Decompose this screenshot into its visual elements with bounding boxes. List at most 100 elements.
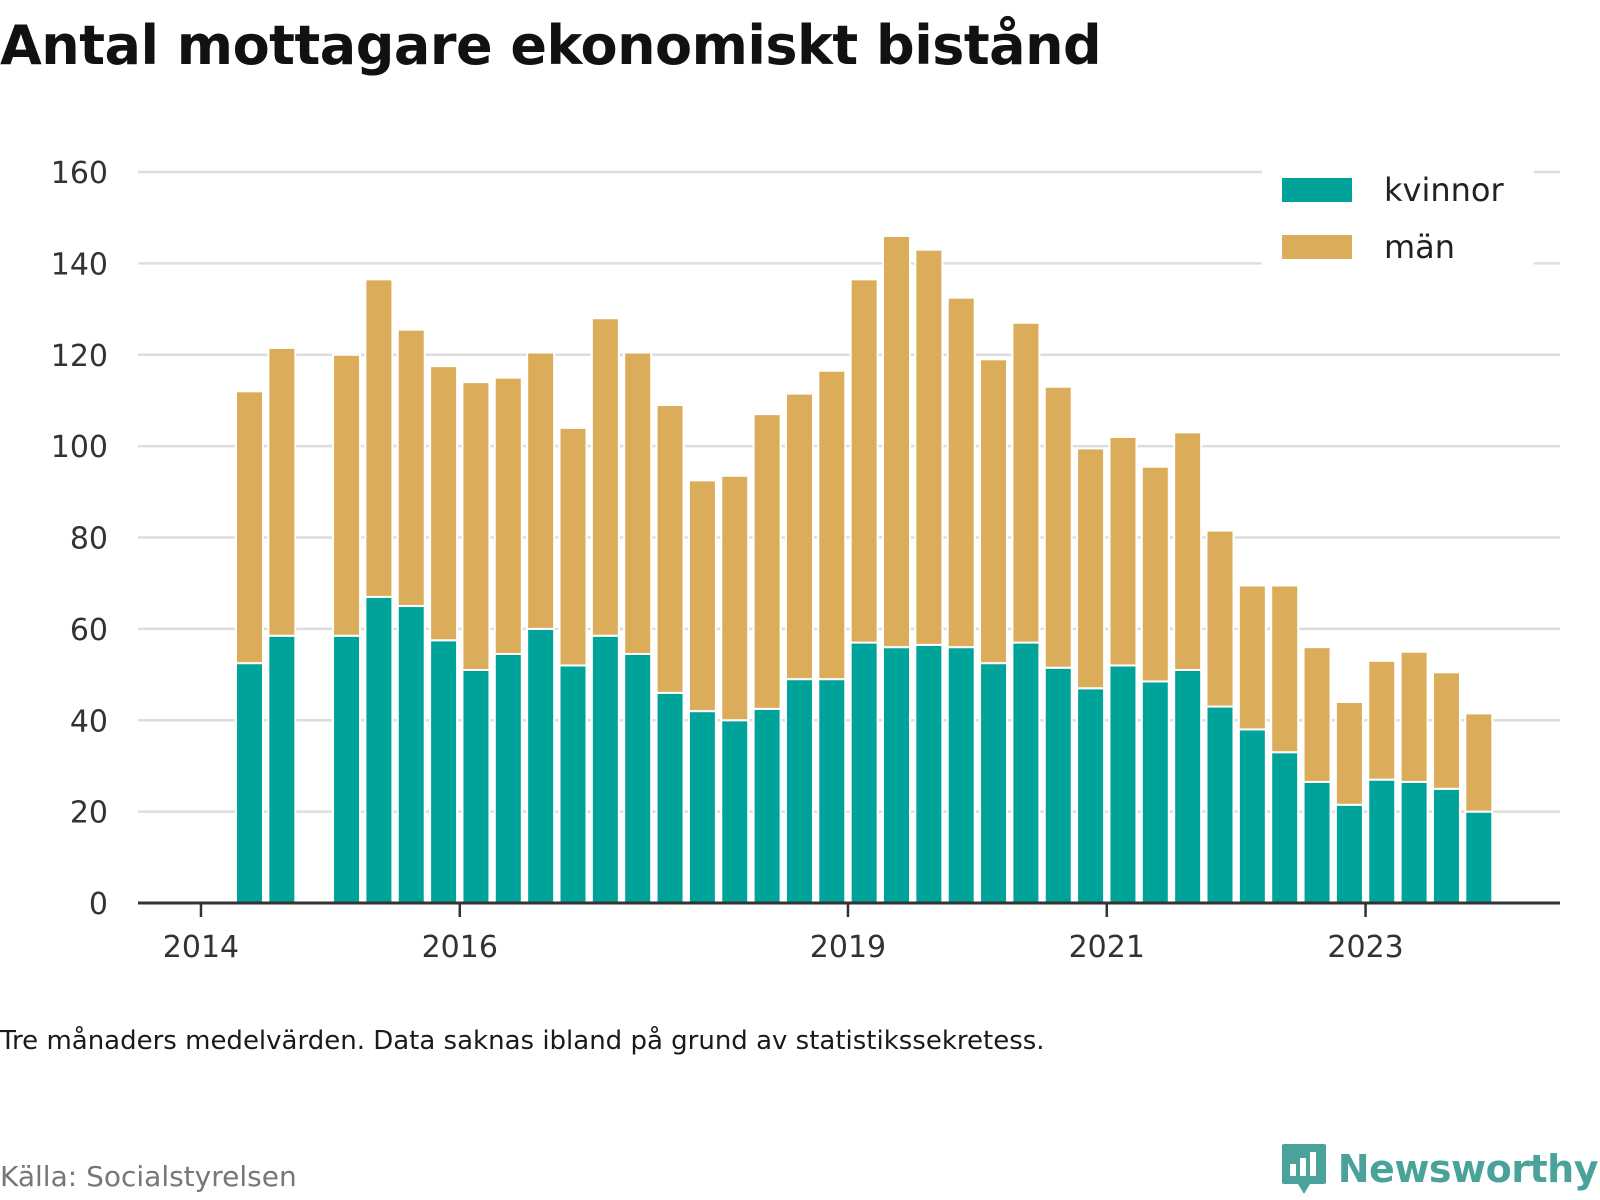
y-tick-label: 80 (70, 522, 108, 557)
bar-kvinnor (590, 634, 620, 905)
bar-kvinnor (979, 662, 1009, 904)
bar-kvinnor (1173, 668, 1203, 905)
bar-man (946, 296, 976, 649)
bar-kvinnor (1399, 780, 1429, 904)
bar-man (784, 392, 814, 681)
bar-kvinnor (623, 653, 653, 904)
bar-man (267, 346, 297, 637)
newsworthy-logo[interactable]: Newsworthy (1280, 1142, 1599, 1196)
bar-man (687, 479, 717, 713)
bar-kvinnor (1043, 666, 1073, 904)
x-tick-label: 2023 (1327, 930, 1403, 965)
bar-kvinnor (1205, 705, 1235, 905)
bar-kvinnor (332, 634, 362, 905)
y-tick-label: 60 (70, 613, 108, 648)
legend-swatch-man (1282, 235, 1352, 259)
bar-kvinnor (1334, 803, 1364, 904)
bar-man (1302, 646, 1332, 783)
y-tick-label: 160 (51, 156, 108, 191)
legend-swatch-kvinnor (1282, 178, 1352, 202)
bar-man (720, 474, 750, 722)
chart-note: Tre månaders medelvärden. Data saknas ib… (0, 1026, 1045, 1056)
bar-kvinnor (493, 653, 523, 904)
bar-man (655, 404, 685, 694)
bar-man (817, 369, 847, 681)
bar-man (1108, 435, 1138, 667)
y-tick-label: 100 (51, 430, 108, 465)
bar-man (1140, 465, 1170, 683)
bar-man (1173, 431, 1203, 671)
chart-title: Antal mottagare ekonomiskt bistånd (0, 14, 1102, 77)
x-tick-label: 2014 (163, 930, 239, 965)
bar-man (526, 351, 556, 630)
bar-kvinnor (817, 678, 847, 904)
bar-kvinnor (558, 664, 588, 904)
logo-text: Newsworthy (1337, 1147, 1599, 1191)
bar-kvinnor (526, 627, 556, 904)
bar-man (1205, 529, 1235, 708)
bar-man (493, 376, 523, 656)
y-tick-label: 120 (51, 339, 108, 374)
bar-man (1399, 650, 1429, 783)
bar-man (1334, 700, 1364, 806)
y-tick-label: 20 (70, 796, 108, 831)
bar-kvinnor (720, 719, 750, 904)
newsworthy-logo-icon (1281, 1144, 1326, 1194)
bar-man (849, 278, 879, 644)
bar-man (235, 390, 264, 665)
bar-kvinnor (429, 639, 459, 904)
bar-kvinnor (687, 710, 717, 904)
bar-man (396, 328, 426, 608)
bar-kvinnor (1270, 751, 1300, 905)
bar-man (364, 278, 394, 598)
legend: kvinnor män (1262, 166, 1534, 266)
bar-man (1237, 584, 1267, 731)
bar-kvinnor (914, 643, 944, 904)
bar-man (1367, 659, 1397, 781)
bar-man (429, 365, 459, 642)
bar-kvinnor (1367, 778, 1397, 904)
bar-man (752, 413, 782, 710)
bar-kvinnor (1011, 641, 1041, 904)
y-tick-label: 0 (89, 887, 108, 922)
x-tick-label: 2016 (422, 930, 498, 965)
y-axis-ticks: 0 20 40 60 80 100 120 140 160 (51, 156, 108, 922)
bar-man (882, 234, 911, 649)
bar-kvinnor (752, 707, 782, 904)
y-tick-label: 140 (51, 247, 108, 282)
bar-kvinnor (396, 605, 426, 904)
x-tick-label: 2019 (810, 930, 886, 965)
bar-kvinnor (1302, 780, 1332, 904)
bar-man (1011, 321, 1041, 644)
bar-kvinnor (461, 668, 491, 905)
legend-label: män (1384, 228, 1455, 266)
bar-man (1431, 671, 1461, 790)
bar-kvinnor (1076, 687, 1106, 904)
bar-kvinnor (1237, 728, 1267, 905)
bar-kvinnor (364, 595, 394, 904)
bar-man (461, 381, 491, 671)
bar-kvinnor (1140, 680, 1170, 905)
legend-label: kvinnor (1384, 171, 1505, 209)
bar-kvinnor (1108, 664, 1138, 904)
bar-man (332, 353, 362, 637)
bar-kvinnor (882, 646, 911, 905)
bar-man (1076, 447, 1106, 690)
bar-man (1270, 584, 1300, 754)
bar-man (1464, 712, 1494, 813)
bar-kvinnor (1464, 810, 1494, 904)
x-tick-label: 2021 (1069, 930, 1145, 965)
bar-kvinnor (655, 691, 685, 905)
y-tick-label: 40 (70, 704, 108, 739)
bar-man (558, 426, 588, 667)
bar-man (979, 358, 1009, 665)
bar-kvinnor (235, 662, 264, 904)
x-axis: 2014 2016 2019 2021 2023 (138, 901, 1560, 965)
bar-man (590, 317, 620, 637)
bar-kvinnor (1431, 787, 1461, 904)
bar-kvinnor (267, 634, 297, 905)
bar-kvinnor (784, 678, 814, 904)
bar-man (623, 351, 653, 656)
bar-man (914, 248, 944, 646)
